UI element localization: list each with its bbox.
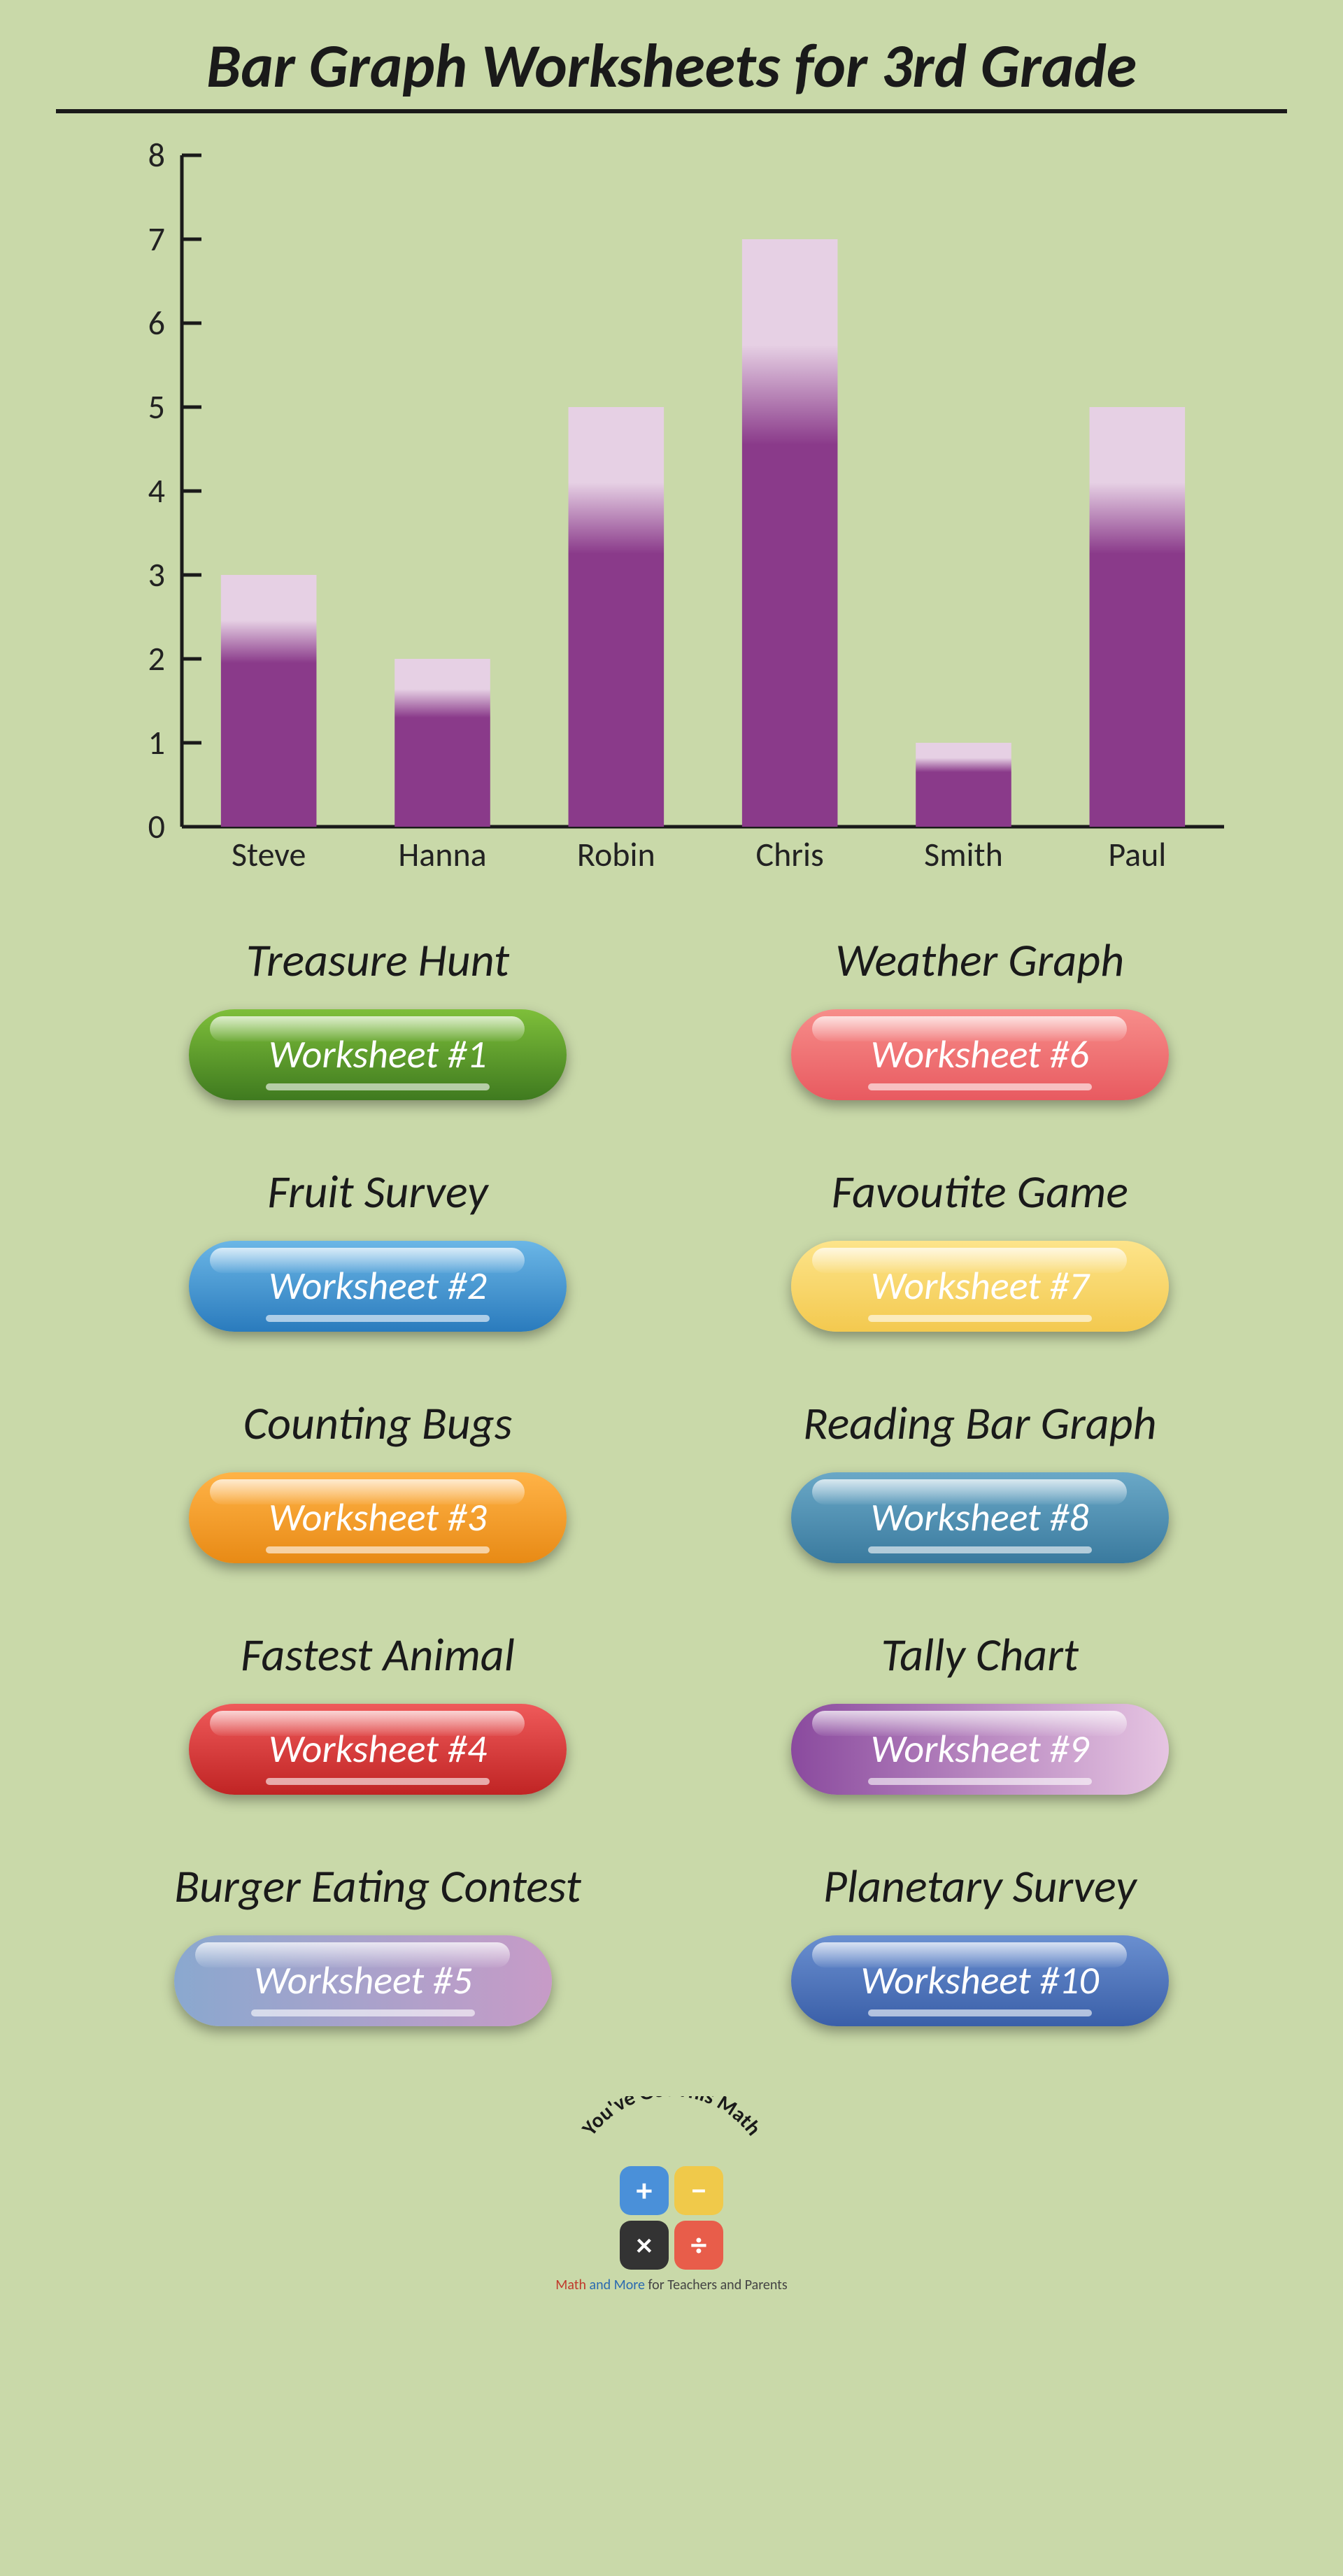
svg-text:Chris: Chris	[755, 834, 823, 875]
worksheet-title: Fruit Survey	[189, 1163, 567, 1220]
svg-text:4: 4	[148, 470, 165, 511]
worksheet-item: Reading Bar Graph Worksheet #8	[791, 1395, 1169, 1563]
bar-chart: 0 1 2 3 4 5 6 7 8 Steve Hanna Robin Chris Smith Paul	[105, 141, 1238, 890]
worksheet-item: Tally Chart Worksheet #9	[791, 1626, 1169, 1795]
worksheet-title: Planetary Survey	[791, 1858, 1169, 1914]
worksheet-item: Weather Graph Worksheet #6	[791, 932, 1169, 1100]
worksheet-title: Counting Bugs	[189, 1395, 567, 1451]
svg-text:1: 1	[148, 722, 165, 763]
worksheet-item: Fruit Survey Worksheet #2	[189, 1163, 567, 1332]
worksheet-item: Fastest Animal Worksheet #4	[189, 1626, 567, 1795]
worksheet-item: Planetary Survey Worksheet #10	[791, 1858, 1169, 2026]
worksheets-column-right: Weather Graph Worksheet #6 Favoutite Game W…	[791, 932, 1169, 2089]
svg-text:5: 5	[148, 386, 165, 427]
svg-text:7: 7	[148, 218, 165, 259]
worksheet-title: Reading Bar Graph	[791, 1395, 1169, 1451]
svg-text:Robin: Robin	[577, 834, 655, 875]
site-logo: You've Got This Math + − × ÷ Math and Mo…	[546, 2096, 797, 2293]
worksheet-title: Weather Graph	[791, 932, 1169, 988]
svg-text:Hanna: Hanna	[398, 834, 486, 875]
worksheet-item: Favoutite Game Worksheet #7	[791, 1163, 1169, 1332]
worksheet-item: Burger Eating Contest Worksheet #5	[174, 1858, 581, 2026]
bar-chart-svg: 0 1 2 3 4 5 6 7 8 Steve Hanna Robin Chris Smith Paul	[105, 141, 1238, 890]
worksheet-title: Treasure Hunt	[189, 932, 567, 988]
svg-text:Paul: Paul	[1108, 834, 1166, 875]
svg-text:8: 8	[148, 141, 165, 176]
svg-text:2: 2	[148, 638, 165, 679]
minus-icon: −	[674, 2166, 723, 2215]
worksheet-button[interactable]: Worksheet #8	[791, 1472, 1169, 1563]
svg-text:Steve: Steve	[232, 834, 306, 875]
worksheet-button[interactable]: Worksheet #6	[791, 1009, 1169, 1100]
svg-text:You've Got This Math: You've Got This Math	[576, 2096, 767, 2142]
worksheet-button[interactable]: Worksheet #7	[791, 1241, 1169, 1332]
worksheet-button[interactable]: Worksheet #3	[189, 1472, 567, 1563]
times-icon: ×	[620, 2221, 669, 2270]
worksheet-button[interactable]: Worksheet #2	[189, 1241, 567, 1332]
worksheet-title: Burger Eating Contest	[174, 1858, 581, 1914]
title-underline	[56, 109, 1287, 113]
svg-text:6: 6	[148, 302, 165, 343]
svg-text:Smith: Smith	[924, 834, 1003, 875]
logo-arc-text: You've Got This Math	[576, 2096, 767, 2142]
worksheet-button[interactable]: Worksheet #1	[189, 1009, 567, 1100]
svg-text:0: 0	[148, 806, 165, 847]
plus-icon: +	[620, 2166, 669, 2215]
worksheet-button[interactable]: Worksheet #10	[791, 1935, 1169, 2026]
worksheet-button[interactable]: Worksheet #5	[174, 1935, 552, 2026]
logo-tagline: Math and More for Teachers and Parents	[546, 2277, 797, 2293]
worksheet-button[interactable]: Worksheet #9	[791, 1704, 1169, 1795]
worksheet-title: Tally Chart	[791, 1626, 1169, 1683]
worksheet-title: Favoutite Game	[791, 1163, 1169, 1220]
svg-text:3: 3	[148, 554, 165, 595]
worksheet-title: Fastest Animal	[189, 1626, 567, 1683]
worksheets-column-left: Treasure Hunt Worksheet #1 Fruit Survey Wor…	[174, 932, 581, 2089]
worksheet-item: Treasure Hunt Worksheet #1	[189, 932, 567, 1100]
logo-ops-grid: + − × ÷	[616, 2166, 727, 2270]
worksheet-item: Counting Bugs Worksheet #3	[189, 1395, 567, 1563]
page-title: Bar Graph Worksheets for 3rd Grade	[0, 0, 1343, 104]
worksheets-grid: Treasure Hunt Worksheet #1 Fruit Survey Wor…	[0, 932, 1343, 2089]
worksheet-button[interactable]: Worksheet #4	[189, 1704, 567, 1795]
divide-icon: ÷	[674, 2221, 723, 2270]
